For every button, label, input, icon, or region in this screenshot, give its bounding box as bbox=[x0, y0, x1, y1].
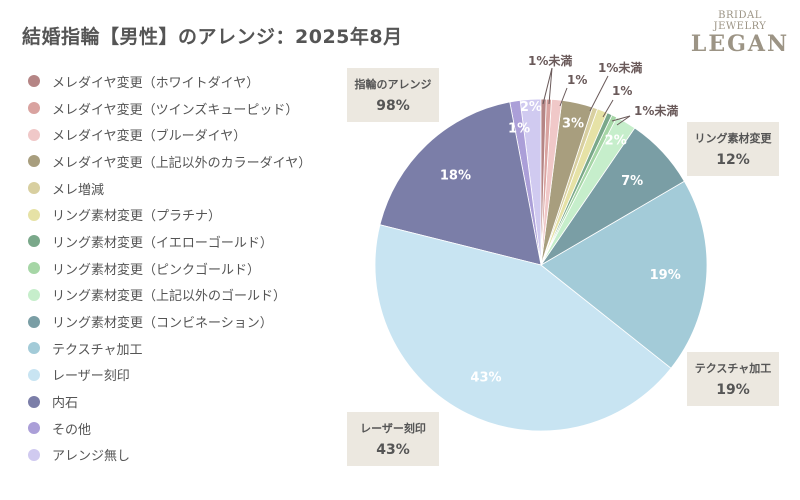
legend-swatch bbox=[28, 448, 40, 461]
legend: メレダイヤ変更（ホワイトダイヤ） メレダイヤ変更（ツインズキューピッド） メレダイヤ… bbox=[28, 68, 311, 468]
slice-label: 19% bbox=[650, 268, 681, 283]
slice-label: 18% bbox=[440, 169, 471, 184]
legend-swatch bbox=[28, 262, 40, 275]
legend-label: リング素材変更（コンビネーション） bbox=[52, 316, 273, 332]
slice-label: 7% bbox=[621, 174, 643, 189]
outside-label: 1%未満 bbox=[528, 54, 573, 68]
leader-lines bbox=[542, 67, 631, 126]
slice-label: 1% bbox=[508, 121, 530, 136]
legend-swatch bbox=[28, 75, 40, 88]
legend-label: 内石 bbox=[52, 396, 79, 412]
slice-label: 2% bbox=[520, 100, 542, 115]
legend-label: メレダイヤ変更（ツインズキューピッド） bbox=[52, 102, 299, 118]
slice-label: 3% bbox=[562, 116, 584, 131]
legend-label: メレダイヤ変更（ブルーダイヤ） bbox=[52, 129, 247, 145]
legend-item: リング素材変更（コンビネーション） bbox=[28, 308, 311, 335]
callout-arrange: 指輪のアレンジ 98% bbox=[347, 68, 439, 122]
legend-swatch bbox=[28, 182, 40, 195]
legend-label: テクスチャ加工 bbox=[52, 342, 143, 358]
legend-swatch bbox=[28, 315, 40, 328]
legend-swatch bbox=[28, 395, 40, 408]
legend-swatch bbox=[28, 128, 40, 141]
legend-item: 内石 bbox=[28, 388, 311, 415]
legend-label: リング素材変更（ピンクゴールド） bbox=[52, 262, 261, 278]
slice-label: 43% bbox=[470, 371, 501, 386]
legend-swatch bbox=[28, 235, 40, 248]
slice-label: 2% bbox=[605, 133, 627, 148]
legend-swatch bbox=[28, 422, 40, 435]
legend-label: メレダイヤ変更（上記以外のカラーダイヤ） bbox=[52, 155, 312, 171]
outside-label: 1% bbox=[567, 73, 588, 87]
outside-label: 1%未満 bbox=[634, 104, 679, 118]
legend-item: メレダイヤ変更（ツインズキューピッド） bbox=[28, 95, 311, 122]
pie-slice bbox=[374, 224, 672, 432]
legend-item: その他 bbox=[28, 415, 311, 442]
legend-swatch bbox=[28, 342, 40, 355]
legend-item: リング素材変更（ピンクゴールド） bbox=[28, 255, 311, 282]
legend-item: メレダイヤ変更（ホワイトダイヤ） bbox=[28, 68, 311, 95]
callout-laser: レーザー刻印 43% bbox=[347, 412, 439, 466]
legend-swatch bbox=[28, 102, 40, 115]
legend-swatch bbox=[28, 155, 40, 168]
pie-slice bbox=[379, 101, 542, 266]
chart-title: 結婚指輪【男性】のアレンジ：2025年8月 bbox=[22, 26, 403, 48]
pie-slice bbox=[540, 98, 547, 266]
legend-label: リング素材変更（上記以外のゴールド） bbox=[52, 289, 287, 305]
legend-item: レーザー刻印 bbox=[28, 362, 311, 389]
legend-item: メレダイヤ変更（上記以外のカラーダイヤ） bbox=[28, 148, 311, 175]
legend-label: メレダイヤ変更（ホワイトダイヤ） bbox=[52, 75, 260, 91]
callout-texture: テクスチャ加工 19% bbox=[687, 352, 779, 406]
legend-label: メレ増減 bbox=[52, 182, 105, 198]
pie-slice bbox=[540, 180, 708, 369]
legend-label: リング素材変更（イエローゴールド） bbox=[52, 235, 273, 251]
legend-item: リング素材変更（上記以外のゴールド） bbox=[28, 282, 311, 309]
brand-logo: BRIDAL JEWELRY LEGAN bbox=[690, 10, 790, 57]
legend-label: アレンジ無し bbox=[52, 449, 131, 465]
legend-swatch bbox=[28, 208, 40, 221]
legend-item: リング素材変更（プラチナ） bbox=[28, 201, 311, 228]
legend-label: リング素材変更（プラチナ） bbox=[52, 209, 222, 225]
legend-item: アレンジ無し bbox=[28, 442, 311, 469]
outside-label: 1% bbox=[612, 84, 633, 98]
legend-item: リング素材変更（イエローゴールド） bbox=[28, 228, 311, 255]
legend-swatch bbox=[28, 288, 40, 301]
legend-label: レーザー刻印 bbox=[52, 369, 130, 385]
legend-label: その他 bbox=[52, 422, 92, 438]
outside-label: 1%未満 bbox=[598, 61, 643, 75]
callout-ring-material: リング素材変更 12% bbox=[687, 122, 779, 176]
legend-item: メレ増減 bbox=[28, 175, 311, 202]
legend-item: テクスチャ加工 bbox=[28, 335, 311, 362]
legend-swatch bbox=[28, 368, 40, 381]
legend-item: メレダイヤ変更（ブルーダイヤ） bbox=[28, 121, 311, 148]
